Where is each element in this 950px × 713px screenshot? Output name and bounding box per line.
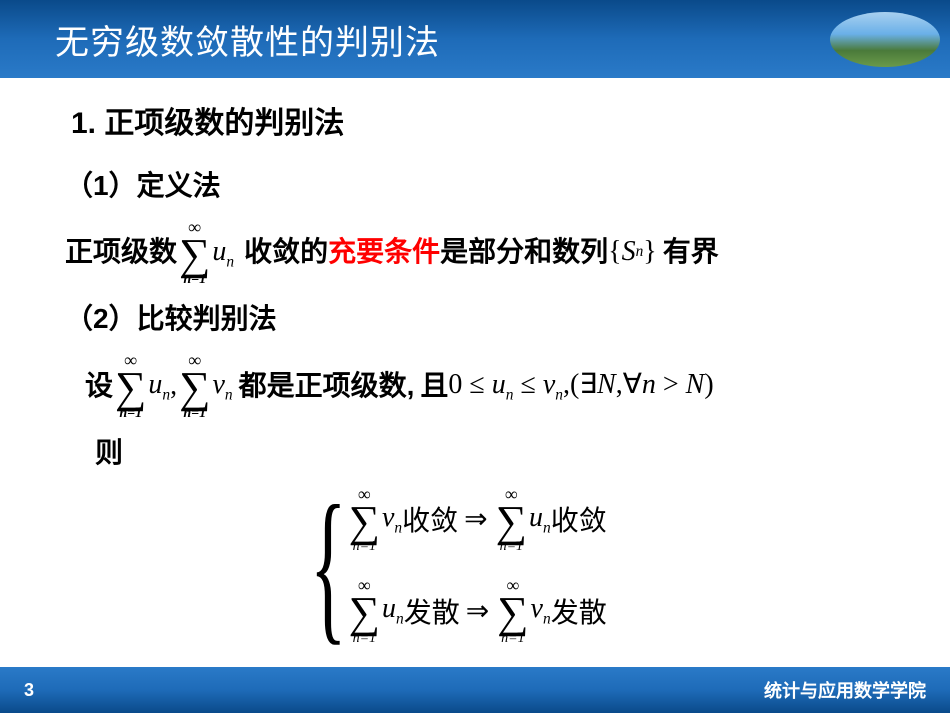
sigma-glyph: ∑ [179,236,210,273]
slide-header: 无穷级数敛散性的判别法 [0,0,950,78]
header-decorative-image [830,12,940,67]
cmp-and: 且 [420,364,448,409]
def-highlight: 充要条件 [328,230,440,275]
cmp-pre: 设 [85,364,113,409]
footer-organization: 统计与应用数学学院 [764,677,926,703]
implication-divergence: ∞∑n=1 un 发散 ⇒ ∞∑n=1 vn 发散 [347,576,607,645]
cmp-mid: 都是正项级数, [239,364,415,409]
implication-block: { ∞∑n=1 vn 收敛 ⇒ ∞∑n=1 un 收敛 ∞∑n=1 un 发散 … [265,477,890,654]
slide-content: 1. 正项级数的判别法 （1）定义法 正项级数 ∞ ∑ n=1 un 收敛的 充… [0,78,950,654]
page-number: 3 [24,680,34,701]
term-un: un [148,363,170,408]
slide-title: 无穷级数敛散性的判别法 [55,15,440,64]
term-vn: vn [212,363,232,408]
section-heading: 1. 正项级数的判别法 [71,98,890,142]
sum-symbol: ∞ ∑ n=1 [179,218,210,287]
sequence-Sn: { S n } [608,230,657,275]
def-pre: 正项级数 [65,230,177,275]
section-number: 1. [71,107,96,140]
slide-footer: 3 统计与应用数学学院 [0,667,950,713]
subsection-2-label: （2）比较判别法 [65,297,890,337]
def-mid1: 收敛的 [244,230,328,275]
implication-convergence: ∞∑n=1 vn 收敛 ⇒ ∞∑n=1 un 收敛 [347,485,607,554]
def-mid2: 是部分和数列 [440,230,608,275]
subsection-1-label: （1）定义法 [65,164,890,204]
left-brace: { [265,477,347,654]
def-post: 有界 [663,230,719,275]
inequality: 0 ≤ un ≤ vn,(∃N,∀n > N) [448,363,713,408]
sum-symbol-u: ∞ ∑ n=1 [115,351,146,420]
comparison-setup-line: 设 ∞ ∑ n=1 un , ∞ ∑ n=1 vn 都是正项级数, 且 0 ≤ … [85,351,890,420]
then-label: 则 [95,431,123,471]
sum-lower: n=1 [183,273,206,287]
definition-line: 正项级数 ∞ ∑ n=1 un 收敛的 充要条件 是部分和数列 { S n } … [65,218,890,287]
section-title: 正项级数的判别法 [104,107,344,140]
term-un: un [212,230,234,275]
sum-symbol-v: ∞ ∑ n=1 [179,351,210,420]
